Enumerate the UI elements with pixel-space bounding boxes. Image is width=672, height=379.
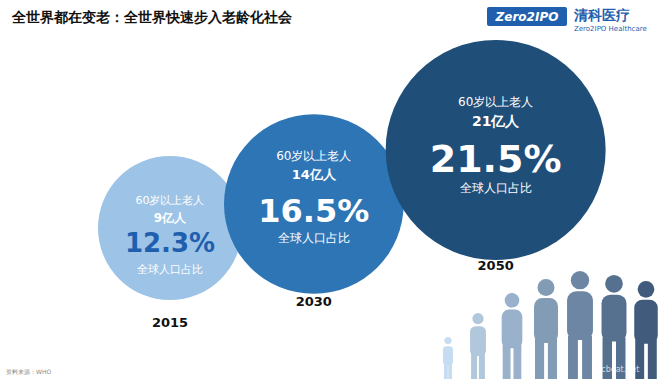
logo-text: Zero2IPO (495, 10, 559, 24)
silhouette-leg (448, 362, 452, 379)
silhouette-leg (535, 339, 544, 379)
category-label: 2015 (152, 315, 188, 330)
silhouette-body (634, 300, 658, 344)
silhouette (602, 275, 627, 379)
silhouette-leg (471, 353, 477, 379)
silhouette-head (571, 271, 589, 289)
silhouette-leg (513, 345, 521, 379)
logo-box (487, 7, 567, 26)
silhouette-body (502, 310, 523, 349)
value-label: 16.5% (258, 192, 369, 230)
size-label: 9亿人 (154, 211, 187, 225)
silhouette-leg (503, 345, 511, 379)
silhouette-leg (648, 340, 657, 379)
bubbles (98, 40, 606, 300)
size-label: 14亿人 (292, 167, 337, 182)
silhouette-head (605, 275, 623, 293)
value-name: 全球人口占比 (278, 231, 350, 245)
bubble (386, 40, 606, 260)
silhouette-leg (568, 336, 578, 379)
value-label: 21.5% (430, 137, 562, 181)
silhouettes (443, 271, 658, 379)
labels: 60岁以上老人 9亿人 12.3% 全球人口占比 2015 60岁以上老人 14亿人 16.5… (125, 95, 562, 330)
silhouette-leg (479, 353, 485, 379)
value-name: 全球人口占比 (137, 263, 203, 276)
silhouette-head (505, 293, 520, 308)
silhouette-leg (548, 339, 557, 379)
silhouette-head (638, 281, 655, 298)
silhouette (567, 271, 593, 379)
brand-en: Zero2IPO Healthcare (574, 25, 647, 33)
category-label: 2050 (478, 258, 514, 273)
silhouette-leg (582, 336, 592, 379)
brand: 清科医疗 (573, 7, 630, 23)
title: 全世界都在变老：全世界快速步入老龄化社会 (11, 9, 293, 25)
silhouette (443, 337, 453, 379)
bubble-label: 60岁以上老人 (458, 95, 533, 109)
bubble-label: 60岁以上老人 (276, 149, 351, 163)
silhouette-head (472, 313, 483, 324)
silhouette (502, 293, 523, 379)
bubble (98, 156, 242, 300)
bubble (224, 114, 404, 294)
watermark: vcbeat.net (597, 365, 640, 374)
silhouette-body (567, 291, 593, 340)
value-label: 12.3% (125, 228, 215, 258)
canvas: 全世界都在变老：全世界快速步入老龄化社会Zero2IPO清科医疗Zero2IPO… (0, 0, 672, 379)
source: 资料来源：WHO (6, 368, 51, 375)
silhouette (470, 313, 486, 379)
silhouette-leg (444, 362, 448, 379)
logo: Zero2IPO 清科医疗 Zero2IPO Healthcare (487, 7, 647, 33)
category-label: 2030 (296, 294, 332, 309)
silhouette-body (470, 326, 486, 356)
bubble-label: 60岁以上老人 (136, 194, 205, 207)
silhouette-body (534, 298, 558, 343)
silhouette-head (538, 279, 555, 296)
silhouette-head (444, 337, 451, 344)
value-name: 全球人口占比 (460, 181, 532, 195)
size-label: 21亿人 (472, 113, 520, 129)
silhouette-body (602, 295, 627, 342)
silhouette (534, 279, 558, 379)
